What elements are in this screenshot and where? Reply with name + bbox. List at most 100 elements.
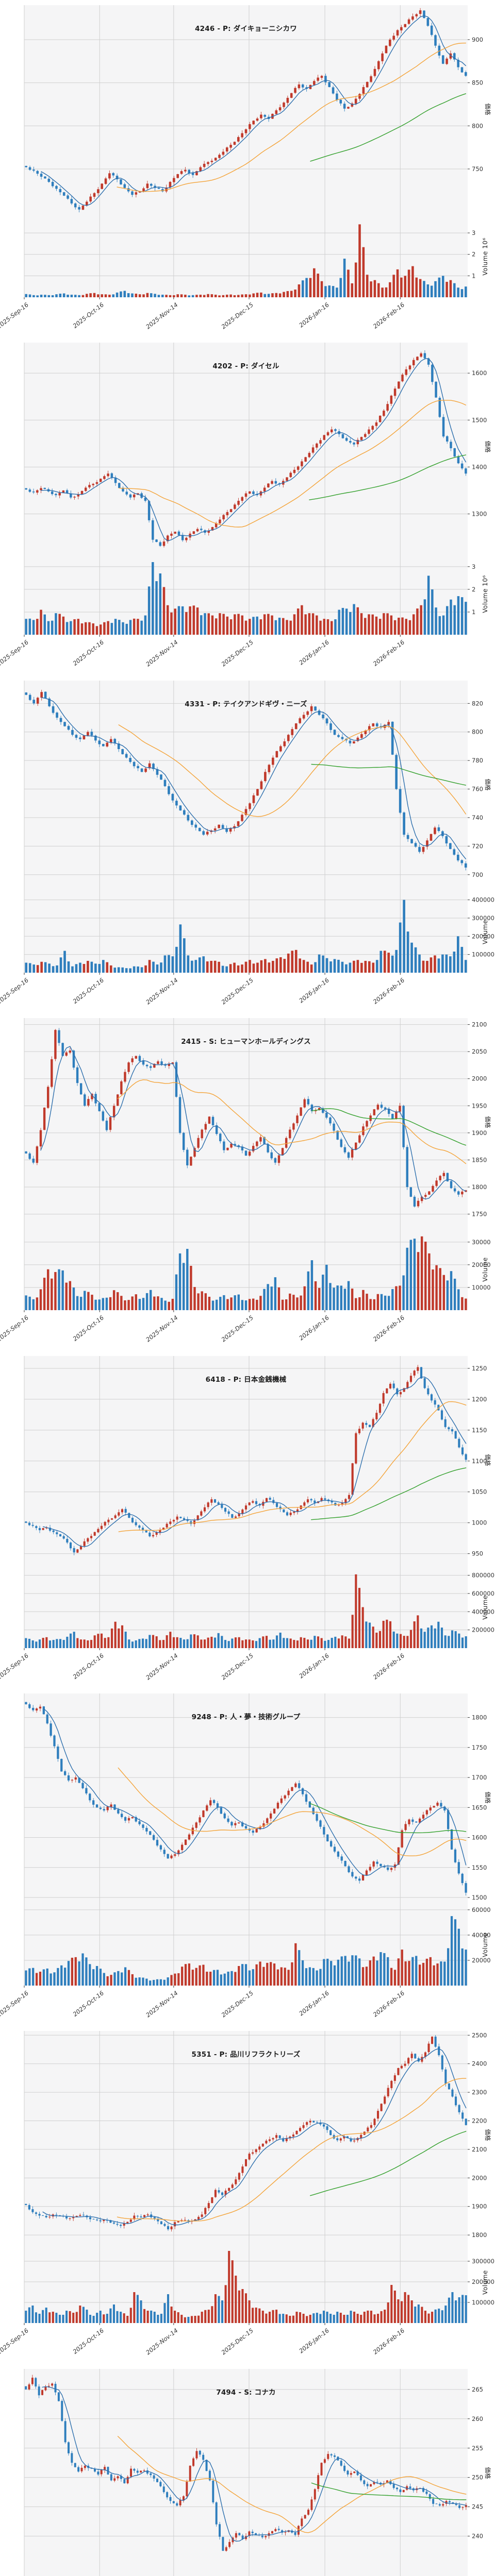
svg-text:2026-Jan-16: 2026-Jan-16: [298, 1652, 331, 1680]
price-axis-label: 価格: [484, 2467, 491, 2479]
svg-text:2026-Feb-16: 2026-Feb-16: [372, 1989, 406, 2018]
volume-axis-label: Volume: [482, 1257, 489, 1282]
svg-text:2500: 2500: [472, 2032, 487, 2039]
svg-text:240: 240: [472, 2532, 483, 2539]
svg-text:2025-Dec-15: 2025-Dec-15: [220, 2327, 255, 2357]
price-axis-label: 価格: [484, 1116, 491, 1128]
stock-chart-7: 1800 1900 2000 2100 2200 2300 2400 2500 100000 20…: [0, 2026, 495, 2364]
svg-text:2025-Dec-15: 2025-Dec-15: [220, 1314, 255, 1344]
svg-text:2026-Feb-16: 2026-Feb-16: [372, 976, 406, 1005]
price-axis-label: 価格: [484, 103, 491, 115]
svg-text:2025-Nov-14: 2025-Nov-14: [144, 1314, 179, 1344]
svg-text:1600: 1600: [472, 1834, 487, 1841]
svg-text:265: 265: [472, 2386, 483, 2393]
svg-text:20000: 20000: [472, 1261, 491, 1268]
svg-text:2025-Sep-16: 2025-Sep-16: [0, 639, 30, 668]
svg-text:10000: 10000: [472, 1284, 491, 1291]
svg-text:2050: 2050: [472, 1048, 487, 1055]
svg-text:2025-Oct-16: 2025-Oct-16: [72, 1652, 105, 1680]
svg-text:255: 255: [472, 2444, 483, 2451]
price-axis-label: 価格: [484, 1791, 491, 1804]
svg-text:1750: 1750: [472, 1211, 487, 1218]
volume-axis-label: Volume: [482, 1933, 489, 1957]
svg-text:1150: 1150: [472, 1426, 487, 1433]
svg-text:2025-Sep-16: 2025-Sep-16: [0, 976, 30, 1006]
svg-text:2025-Nov-14: 2025-Nov-14: [144, 301, 179, 330]
chart-title: 5351 - P: 品川リフラクトリーズ: [191, 2050, 301, 2059]
svg-text:2400: 2400: [472, 2060, 487, 2067]
svg-text:1600: 1600: [472, 370, 487, 377]
volume-axis-label: Volume: [482, 1595, 489, 1620]
svg-text:700: 700: [472, 871, 483, 878]
svg-text:2025-Dec-15: 2025-Dec-15: [220, 301, 255, 330]
candlestick-volume-plot-2: 1300 1400 1500 1600 1 2 3 2025-Sep-16 2025-Oct-1…: [0, 343, 487, 668]
svg-text:1050: 1050: [472, 1488, 487, 1495]
candlestick-volume-plot-4: 1750 1800 1850 1900 1950 2000 2050 2100 10000 200…: [0, 1018, 491, 1344]
price-axis-label: 価格: [484, 440, 491, 453]
svg-text:1500: 1500: [472, 1894, 487, 1901]
svg-text:2026-Jan-16: 2026-Jan-16: [298, 1989, 331, 2017]
price-axis-label: 価格: [484, 2129, 491, 2141]
svg-text:2025-Nov-14: 2025-Nov-14: [144, 1652, 179, 1681]
svg-text:1950: 1950: [472, 1102, 487, 1109]
svg-text:1800: 1800: [472, 2231, 487, 2239]
svg-text:2025-Sep-16: 2025-Sep-16: [0, 1314, 30, 1344]
svg-text:2: 2: [472, 586, 475, 593]
volume-axis-label: Volume 10⁶: [482, 575, 489, 614]
chart-title: 4331 - P: テイクアンドギヴ・ニーズ: [185, 700, 307, 708]
svg-text:2025-Dec-15: 2025-Dec-15: [220, 1989, 255, 2019]
svg-text:400000: 400000: [472, 1608, 494, 1615]
svg-text:245: 245: [472, 2503, 483, 2510]
svg-text:2000: 2000: [472, 2175, 487, 2182]
svg-text:2026-Jan-16: 2026-Jan-16: [298, 2327, 331, 2355]
svg-text:1300: 1300: [472, 511, 487, 518]
svg-text:600000: 600000: [472, 1590, 494, 1597]
svg-text:1650: 1650: [472, 1804, 487, 1811]
stock-chart-2: 1300 1400 1500 1600 1 2 3 2025-Sep-16 2025-Oct-1…: [0, 337, 495, 675]
svg-text:2026-Jan-16: 2026-Jan-16: [298, 639, 331, 667]
svg-text:1500: 1500: [472, 417, 487, 424]
svg-text:2025-Oct-16: 2025-Oct-16: [72, 2327, 105, 2355]
svg-text:800: 800: [472, 122, 483, 129]
candlestick-volume-plot-6: 1500 1550 1600 1650 1700 1750 1800 20000 40000 60…: [0, 1693, 491, 2019]
svg-text:2026-Jan-16: 2026-Jan-16: [298, 976, 331, 1004]
stock-chart-4: 1750 1800 1850 1900 1950 2000 2050 2100 10000 200…: [0, 1013, 495, 1351]
svg-text:1: 1: [472, 608, 475, 616]
svg-text:2025-Nov-14: 2025-Nov-14: [144, 639, 179, 668]
svg-text:2100: 2100: [472, 1021, 487, 1028]
svg-text:30000: 30000: [472, 1239, 491, 1246]
svg-text:1250: 1250: [472, 1365, 487, 1372]
svg-text:2026-Feb-16: 2026-Feb-16: [372, 639, 406, 668]
chart-title: 2415 - S: ヒューマンホールディングス: [181, 1038, 311, 1046]
chart-title: 7494 - S: コナカ: [216, 2388, 276, 2397]
svg-text:2025-Dec-15: 2025-Dec-15: [220, 976, 255, 1006]
svg-text:1850: 1850: [472, 1157, 487, 1164]
svg-text:2026-Feb-16: 2026-Feb-16: [372, 1314, 406, 1343]
svg-text:2026-Jan-16: 2026-Jan-16: [298, 301, 331, 329]
svg-text:2025-Oct-16: 2025-Oct-16: [72, 976, 105, 1005]
svg-text:2025-Oct-16: 2025-Oct-16: [72, 639, 105, 667]
svg-text:2025-Dec-15: 2025-Dec-15: [220, 1652, 255, 1681]
svg-text:40000: 40000: [472, 1931, 491, 1939]
svg-text:2: 2: [472, 251, 475, 258]
svg-text:300000: 300000: [472, 2258, 494, 2265]
svg-text:950: 950: [472, 1550, 483, 1557]
svg-text:1800: 1800: [472, 1183, 487, 1191]
svg-text:2300: 2300: [472, 2089, 487, 2096]
chart-title: 4202 - P: ダイセル: [212, 362, 279, 371]
svg-text:2025-Sep-16: 2025-Sep-16: [0, 1652, 30, 1681]
svg-text:750: 750: [472, 165, 483, 173]
svg-text:900: 900: [472, 36, 483, 43]
candlestick-volume-plot-5: 950 1000 1050 1100 1150 1200 1250 200000 400000 6…: [0, 1355, 494, 1681]
svg-text:2025-Oct-16: 2025-Oct-16: [72, 1989, 105, 2018]
svg-text:300000: 300000: [472, 914, 494, 922]
stock-chart-3: 700 720 740 760 780 800 820 100000 200000 300000 4…: [0, 675, 495, 1013]
svg-text:2025-Nov-14: 2025-Nov-14: [144, 976, 179, 1006]
svg-text:1900: 1900: [472, 1129, 487, 1137]
svg-text:200000: 200000: [472, 933, 494, 940]
svg-text:1750: 1750: [472, 1744, 487, 1751]
svg-text:1550: 1550: [472, 1864, 487, 1871]
svg-text:1200: 1200: [472, 1395, 487, 1402]
stock-chart-8: 2402452502552602655000010000015000020000…: [0, 2363, 495, 2576]
